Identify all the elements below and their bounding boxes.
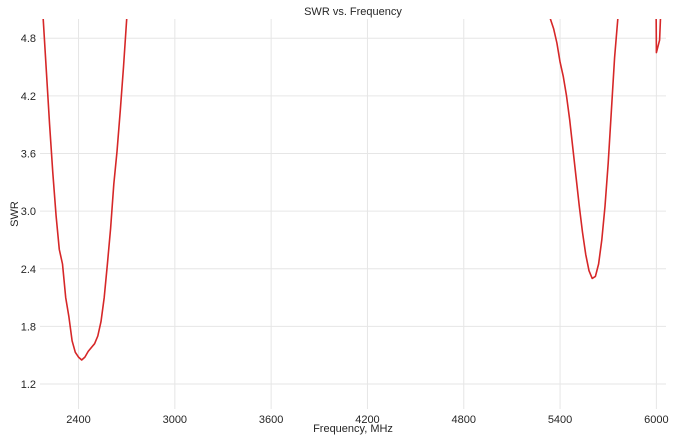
y-tick-label: 4.8 [21,33,36,45]
chart-title: SWR vs. Frequency [304,6,402,18]
y-tick-labels: 1.2 1.8 2.4 3.0 3.6 4.2 4.8 [21,33,36,391]
grid-horizontal-lines [40,37,666,385]
x-axis-label: Frequency, MHz [313,423,393,435]
y-tick-label: 1.2 [21,379,36,391]
swr-series-line-2 [549,19,662,280]
x-tick-label: 6000 [644,414,668,426]
swr-series-line-1 [42,19,128,361]
plot-area [40,19,666,409]
x-tick-label: 3600 [259,414,283,426]
y-tick-label: 4.2 [21,91,36,103]
y-tick-label: 2.4 [21,264,36,276]
y-tick-label: 3.0 [21,206,36,218]
x-tick-label: 2400 [66,414,90,426]
x-tick-label: 3000 [163,414,187,426]
series-layer [42,19,662,361]
x-tick-label: 4800 [452,414,476,426]
y-tick-label: 3.6 [21,148,36,160]
grid-vertical-lines [78,19,657,409]
x-tick-label: 4200 [355,414,379,426]
x-tick-labels: 2400 3000 3600 4200 4800 5400 6000 [66,414,668,426]
x-tick-label: 5400 [548,414,572,426]
y-tick-label: 1.8 [21,321,36,333]
y-axis-label: SWR [9,201,21,227]
